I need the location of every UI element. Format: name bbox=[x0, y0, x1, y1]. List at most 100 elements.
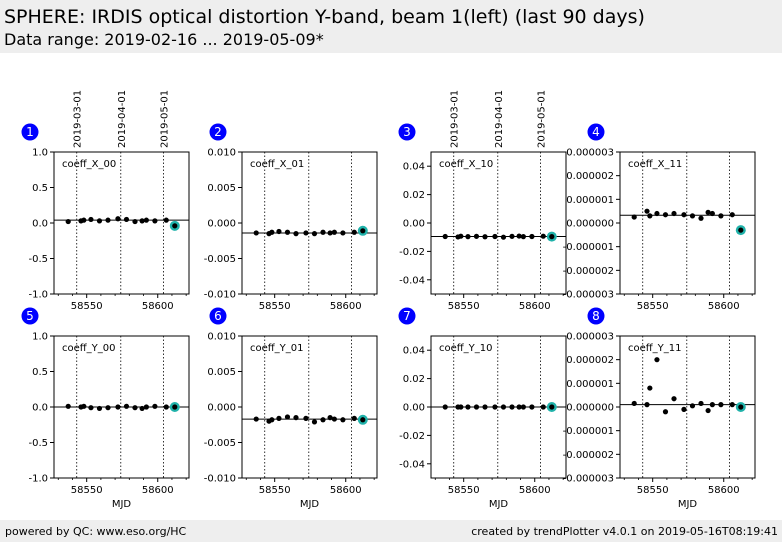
data-point bbox=[516, 404, 522, 410]
data-point bbox=[327, 230, 333, 236]
x-tick-label: 58600 bbox=[142, 485, 174, 496]
data-point bbox=[442, 233, 448, 240]
data-point bbox=[320, 229, 326, 235]
data-point bbox=[500, 404, 507, 410]
parameter-label: coeff_Y_11 bbox=[628, 343, 682, 354]
y-tick-label: -0.005 bbox=[204, 438, 236, 449]
y-tick-label: -0.04 bbox=[399, 275, 425, 286]
y-tick-label: 0.04 bbox=[403, 162, 425, 173]
data-point bbox=[458, 404, 464, 410]
data-point bbox=[340, 230, 346, 236]
panel-number-badge bbox=[587, 307, 605, 325]
data-point bbox=[729, 212, 735, 218]
panel-number-badge bbox=[209, 123, 227, 141]
panel-number: 5 bbox=[26, 309, 34, 323]
data-point bbox=[729, 402, 735, 408]
y-tick-label: 0.000 bbox=[207, 219, 236, 230]
data-point bbox=[492, 404, 498, 410]
data-point bbox=[529, 404, 535, 410]
y-tick-label: 0.000000 bbox=[566, 403, 614, 414]
data-point bbox=[253, 230, 259, 236]
data-point bbox=[709, 210, 715, 217]
plot-frame bbox=[619, 335, 756, 479]
data-point bbox=[516, 233, 522, 239]
data-point bbox=[705, 407, 711, 414]
data-point bbox=[293, 415, 299, 421]
data-point bbox=[143, 217, 149, 223]
panel-number: 7 bbox=[403, 309, 411, 323]
chart-panel-2: 0.010 0.005 0.000 -0.005 -0.010 58550 58600 coe… bbox=[204, 123, 378, 312]
data-point bbox=[88, 216, 94, 223]
panel-number: 8 bbox=[592, 309, 600, 323]
panel-number-badge bbox=[587, 123, 605, 141]
parameter-label: coeff_Y_00 bbox=[62, 343, 116, 354]
data-point bbox=[311, 419, 318, 425]
data-point bbox=[644, 208, 650, 214]
x-tick-label: 58600 bbox=[330, 485, 362, 496]
data-point bbox=[276, 228, 282, 235]
data-point bbox=[718, 402, 724, 408]
data-point bbox=[139, 218, 145, 224]
chart-panel-8: 0.000003 0.000002 0.000001 0.000000 -0.00000… bbox=[563, 307, 756, 510]
chart-panel-4: 0.000003 0.000002 0.000001 0.000000 -0.00000… bbox=[563, 123, 756, 312]
y-tick-label: -0.000003 bbox=[563, 290, 614, 301]
data-point bbox=[105, 217, 111, 223]
date-label: 2019-03-01 bbox=[450, 90, 461, 148]
y-tick-label: 0.000002 bbox=[566, 171, 614, 182]
data-point bbox=[163, 404, 169, 410]
parameter-label: coeff_X_10 bbox=[439, 159, 493, 170]
data-point bbox=[689, 403, 696, 409]
y-tick-label: -0.000002 bbox=[563, 450, 614, 461]
y-tick-label: 0.000001 bbox=[566, 379, 614, 390]
y-tick-label: -0.5 bbox=[28, 254, 48, 265]
last-data-point-center bbox=[549, 404, 555, 410]
data-point bbox=[152, 218, 158, 224]
y-tick-label: 0.5 bbox=[32, 183, 48, 194]
x-axis-label: MJD bbox=[300, 499, 320, 510]
chart-panel-6: 0.010 0.005 0.000 -0.005 -0.010 58550 58600 MJD… bbox=[204, 307, 378, 510]
y-tick-label: 1.0 bbox=[32, 332, 48, 343]
y-tick-label: 0.00 bbox=[403, 403, 425, 414]
date-label: 2019-05-01 bbox=[159, 90, 170, 148]
y-tick-label: -0.000001 bbox=[563, 242, 614, 253]
y-tick-label: -0.04 bbox=[399, 459, 425, 470]
last-data-point-center bbox=[360, 417, 366, 423]
panel-number: 6 bbox=[214, 309, 222, 323]
y-tick-label: -0.000001 bbox=[563, 426, 614, 437]
plot-frame bbox=[241, 151, 378, 295]
y-tick-label: 0.0 bbox=[32, 219, 48, 230]
panel-number-badge bbox=[398, 307, 416, 325]
y-tick-label: -0.02 bbox=[399, 247, 425, 258]
data-point bbox=[698, 400, 704, 407]
last-data-point-center bbox=[738, 404, 744, 410]
y-tick-label: 0.000000 bbox=[566, 219, 614, 230]
parameter-label: coeff_Y_01 bbox=[250, 343, 304, 354]
data-point bbox=[458, 233, 464, 239]
last-data-point-center bbox=[172, 223, 178, 229]
data-point bbox=[123, 216, 130, 223]
data-point bbox=[340, 417, 346, 423]
x-tick-label: 58600 bbox=[142, 301, 174, 312]
y-tick-label: 0.00 bbox=[403, 219, 425, 230]
panel-number: 1 bbox=[26, 125, 34, 139]
data-point bbox=[65, 403, 71, 409]
x-tick-label: 58600 bbox=[708, 485, 740, 496]
data-point bbox=[351, 229, 357, 235]
x-axis-label: MJD bbox=[489, 499, 509, 510]
date-label: 2019-04-01 bbox=[494, 90, 505, 148]
x-tick-label: 58550 bbox=[637, 485, 669, 496]
data-point bbox=[327, 415, 333, 421]
data-point bbox=[644, 402, 650, 408]
data-point bbox=[442, 404, 448, 410]
footer-powered-by: powered by QC: www.eso.org/HC bbox=[5, 525, 187, 538]
date-label: 2019-04-01 bbox=[117, 90, 128, 148]
data-point bbox=[269, 229, 275, 235]
x-tick-label: 58600 bbox=[519, 301, 551, 312]
y-tick-label: 0.02 bbox=[403, 190, 425, 201]
panel-number: 2 bbox=[214, 125, 222, 139]
header-bar: SPHERE: IRDIS optical distortion Y-band,… bbox=[0, 0, 782, 53]
data-point bbox=[351, 415, 357, 421]
plot-frame bbox=[430, 151, 567, 295]
y-tick-label: -1.0 bbox=[28, 290, 48, 301]
chart-panel-7: 0.04 0.02 0.00 -0.02 -0.04 58550 58600 MJD coeff… bbox=[398, 307, 567, 510]
